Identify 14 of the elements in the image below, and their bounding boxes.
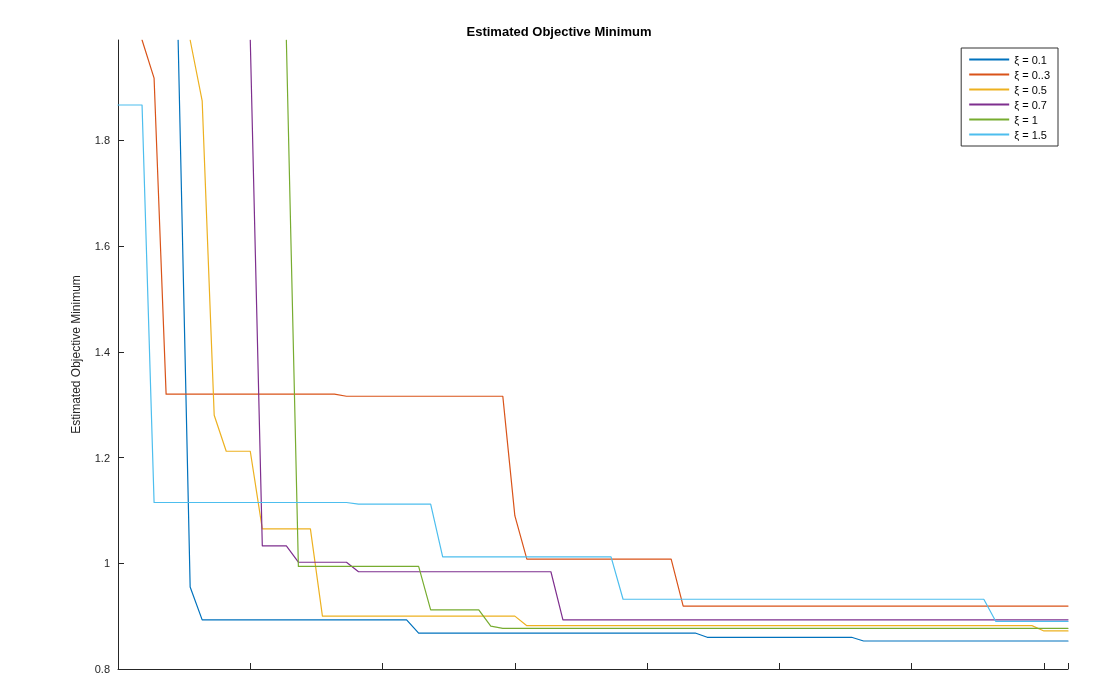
y-axis-title: Estimated Objective Minimum [69, 275, 83, 434]
y-tick-label: 1 [103, 557, 110, 570]
legend-label: ξ = 1.5 [1014, 128, 1047, 141]
legend-label: ξ = 0.5 [1014, 83, 1047, 96]
y-tick-label: 1.2 [94, 451, 110, 464]
y-tick-label: 0.8 [94, 663, 110, 675]
y-tick-label: 1.4 [94, 345, 110, 358]
legend-label: ξ = 0..3 [1014, 68, 1050, 81]
legend-label: ξ = 0.7 [1014, 98, 1047, 111]
y-tick-label: 1.6 [94, 240, 110, 253]
legend-label: ξ = 0.1 [1014, 53, 1047, 66]
y-tick-label: 1.8 [94, 134, 110, 147]
legend-label: ξ = 1 [1014, 113, 1038, 126]
chart-title: Estimated Objective Minimum [466, 24, 652, 39]
